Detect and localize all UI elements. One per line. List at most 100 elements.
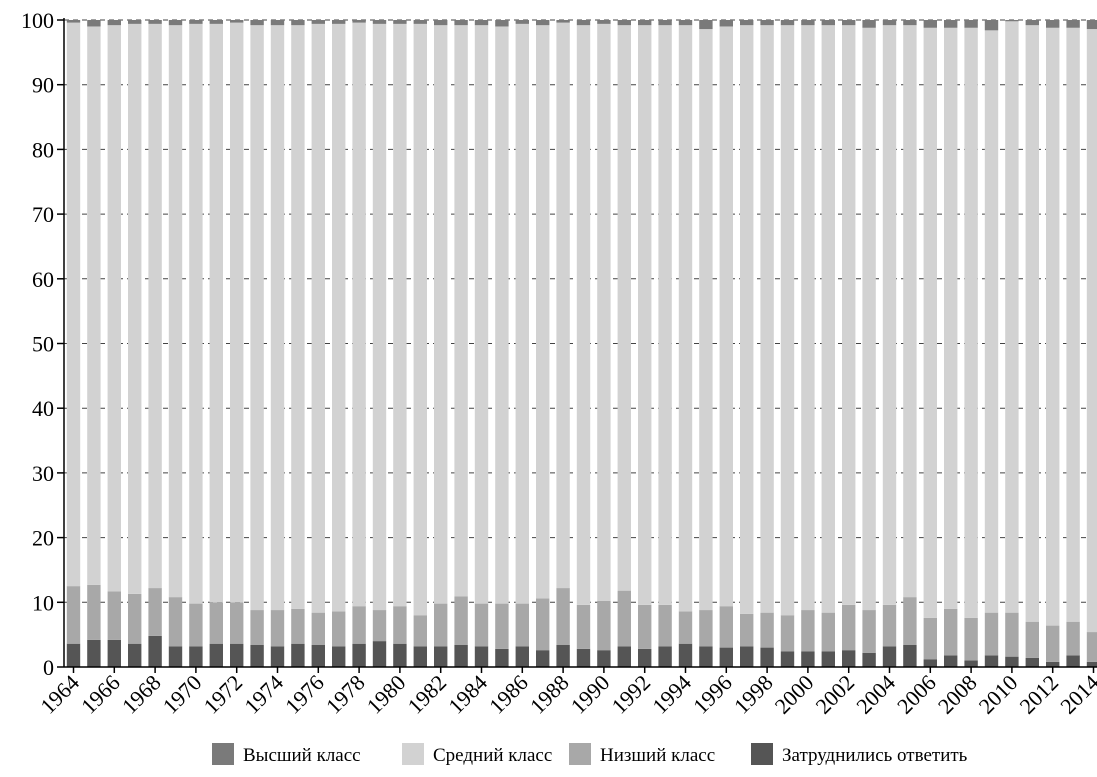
bar-segment: [1046, 27, 1060, 626]
bar-segment: [638, 20, 652, 26]
bar-segment: [760, 612, 774, 648]
bar-segment: [474, 25, 489, 604]
bar-segment: [393, 606, 407, 644]
x-tick-label: 2006: [892, 670, 941, 719]
bar-segment: [189, 20, 203, 24]
bar-segment: [311, 20, 325, 24]
bar-segment: [740, 613, 754, 647]
y-tick-label: 70: [32, 202, 54, 227]
bar-segment: [780, 651, 795, 667]
legend-label: Высший класс: [243, 745, 361, 766]
bar-segment: [66, 586, 81, 644]
bar-segment: [230, 643, 244, 667]
bar-segment: [1066, 621, 1080, 656]
bar-segment: [189, 603, 203, 647]
bar-segment: [842, 650, 856, 667]
bar-segment: [882, 25, 897, 605]
bar-segment: [372, 610, 387, 642]
y-tick-labels: 0 10 20 30 40 50 60 70 80 90 100: [21, 8, 64, 680]
bar-segment: [801, 610, 815, 652]
bar-segment: [332, 611, 346, 647]
bar-segment: [352, 606, 366, 644]
bar-segment: [964, 660, 978, 667]
bar-segment: [576, 604, 591, 649]
bar-segment: [576, 648, 591, 667]
bar-segment: [168, 597, 183, 647]
bar-segment: [515, 603, 529, 647]
bar-segment: [148, 20, 162, 24]
legend-swatch: [212, 743, 234, 765]
bar-segment: [801, 20, 815, 26]
bar-segment: [1086, 632, 1097, 662]
legend-swatch: [402, 743, 424, 765]
legend-label: Затруднились ответить: [782, 745, 968, 766]
bar-segment: [780, 25, 795, 616]
bar-segment: [678, 643, 693, 667]
bar-segment: [536, 650, 550, 667]
bar-segment: [903, 597, 917, 646]
bar-segment: [189, 646, 203, 667]
bar-segment: [760, 25, 774, 613]
bar-segment: [413, 20, 427, 24]
bar-segment: [168, 20, 183, 26]
bar-segment: [740, 25, 754, 614]
bar-segment: [434, 25, 448, 604]
x-tick-label: 2014: [1055, 670, 1097, 719]
bar-segment: [678, 20, 693, 26]
bar-segment: [1046, 20, 1060, 28]
x-tick-label: 1992: [606, 670, 655, 719]
legend-label: Низший класс: [600, 745, 715, 766]
x-tick-label: 1986: [484, 670, 533, 719]
x-tick-label: 1968: [117, 670, 166, 719]
bar-segment: [903, 25, 917, 598]
bar-segment: [168, 646, 183, 667]
bar-segment: [87, 26, 101, 585]
bar-segment: [1005, 612, 1019, 657]
bar-segment: [882, 604, 897, 647]
bar-segment: [923, 617, 937, 660]
bar-segment: [128, 23, 142, 594]
bar-segment: [352, 20, 366, 23]
bar-segment: [842, 25, 856, 605]
bar-segment: [1066, 20, 1080, 28]
bar-segment: [597, 601, 611, 651]
bar-segment: [658, 604, 672, 647]
bar-segment: [923, 659, 937, 667]
bar-segment: [862, 652, 876, 667]
bar-segment: [740, 20, 754, 26]
bar-segment: [923, 20, 937, 28]
bar-segment: [1086, 661, 1097, 667]
bar-segment: [576, 20, 591, 26]
bar-segment: [107, 591, 121, 640]
bar-segment: [209, 23, 223, 603]
x-tick-labels: 1964196619681970197219741976197819801982…: [35, 667, 1097, 719]
bar-segment: [434, 603, 448, 647]
bar-segment: [638, 25, 652, 605]
bar-segment: [638, 648, 652, 667]
bar-segment: [1086, 20, 1097, 30]
bar-segment: [66, 643, 81, 667]
x-tick-label: 2008: [933, 670, 982, 719]
bar-segment: [515, 23, 529, 604]
bar-segment: [597, 20, 611, 24]
bar-segment: [270, 646, 285, 667]
bar-segment: [270, 20, 285, 26]
bar-segment: [536, 598, 550, 651]
y-tick-label: 90: [32, 73, 54, 98]
x-tick-label: 2004: [851, 670, 900, 719]
bar-segment: [801, 25, 815, 611]
bar-segment: [148, 23, 162, 589]
bar-segment: [617, 590, 631, 647]
bar-segment: [556, 588, 570, 646]
bar-segment: [1005, 656, 1019, 667]
bar-segment: [944, 20, 958, 28]
bar-segment: [454, 645, 468, 667]
bar-segment: [556, 645, 570, 667]
bar-segment: [576, 25, 591, 605]
legend-swatch: [751, 743, 773, 765]
x-tick-label: 2012: [1014, 670, 1063, 719]
bar-segment: [903, 645, 917, 667]
bar-segment: [658, 25, 672, 605]
bar-segment: [556, 20, 570, 23]
